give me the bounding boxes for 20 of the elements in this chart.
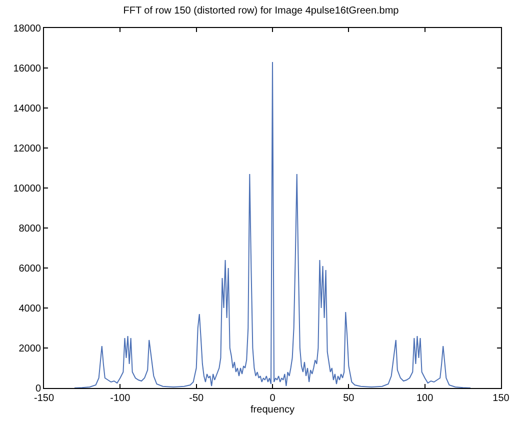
- x-tick-label: 100: [416, 393, 434, 404]
- chart-title: FFT of row 150 (distorted row) for Image 4pulse16tGreen.bmp: [123, 5, 400, 16]
- y-tick-label: 12000: [13, 144, 42, 154]
- x-tick-label: -150: [34, 393, 54, 404]
- x-tick-label: 50: [343, 393, 355, 404]
- y-tick-label: 14000: [13, 104, 42, 114]
- y-tick-label: 8000: [18, 224, 42, 234]
- x-tick-label: -100: [110, 393, 131, 404]
- line-series: [74, 62, 472, 388]
- x-tick-label: 150: [492, 393, 510, 404]
- y-tick-label: 4000: [18, 304, 42, 314]
- y-tick-label: 0: [35, 384, 42, 394]
- x-tick-label: 0: [270, 393, 276, 404]
- y-tick-label: 16000: [13, 64, 42, 74]
- y-tick-label: 18000: [13, 24, 42, 34]
- x-tick-label: -50: [189, 393, 204, 404]
- y-tick-label: 6000: [18, 264, 42, 274]
- y-tick-label: 10000: [13, 184, 42, 194]
- y-tick-label: 2000: [18, 344, 42, 354]
- x-axis-title: frequency: [250, 404, 294, 416]
